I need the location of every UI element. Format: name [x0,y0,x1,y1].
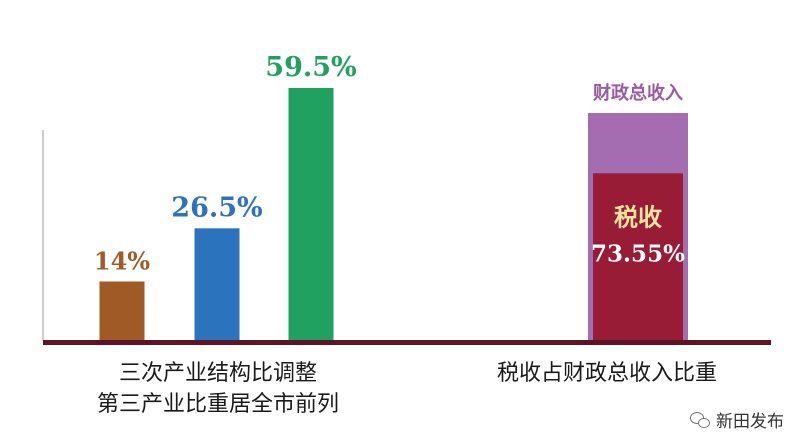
wechat-icon [690,411,710,428]
left-chart-caption-line-2: 第三产业比重居全市前列 [97,392,339,417]
left-chart-caption-line-1: 三次产业结构比调整 [119,361,317,386]
bar-3 [288,88,334,341]
bar-2-value-label: 26.5% [171,192,262,223]
right-chart-caption: 税收占财政总收入比重 [497,361,717,386]
inner-bar-value-label: 73.55% [591,240,685,267]
outer-bar-label: 财政总收入 [593,82,683,104]
bar-3-value-label: 59.5% [265,52,356,83]
bar-2 [194,228,240,341]
bar-1 [99,281,145,341]
watermark: 新田发布 [690,407,784,432]
baseline-axis [43,340,771,345]
watermark-text: 新田发布 [716,412,784,432]
chart-axes [42,130,771,345]
inner-bar-label: 税收 [614,203,662,231]
inner-bar [593,173,683,341]
bar-1-value-label: 14% [94,246,150,275]
